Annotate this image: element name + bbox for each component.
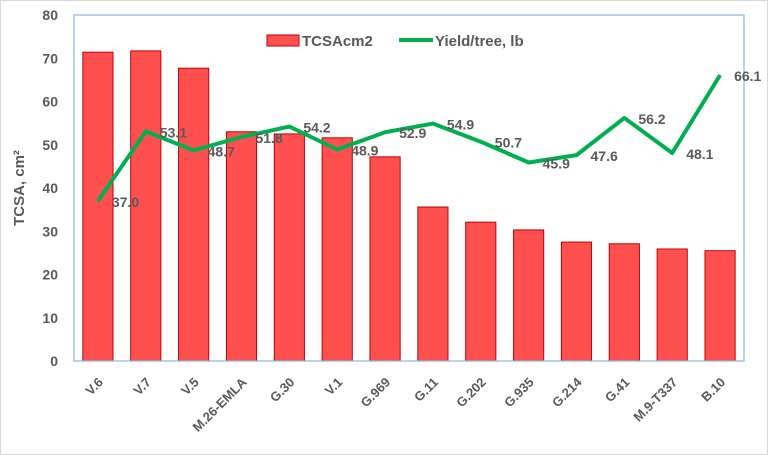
data-label-yield: 53.1 bbox=[160, 124, 187, 140]
legend-label-yield: Yield/tree, lb bbox=[435, 33, 524, 50]
x-tick-label: G.202 bbox=[453, 375, 489, 411]
bar-tcsa bbox=[704, 250, 736, 362]
data-label-yield: 48.7 bbox=[208, 143, 235, 159]
x-tick-label: M.9-T337 bbox=[630, 375, 680, 425]
data-label-yield: 48.9 bbox=[351, 143, 378, 159]
data-label-yield: 48.1 bbox=[686, 146, 713, 162]
x-tick-label: G.969 bbox=[358, 375, 394, 411]
bar-tcsa bbox=[369, 156, 401, 362]
bar-tcsa bbox=[560, 241, 593, 362]
y-tick-label: 40 bbox=[42, 180, 58, 196]
point-yield bbox=[528, 161, 530, 163]
point-yield bbox=[623, 117, 625, 119]
bar-tcsa bbox=[82, 51, 114, 362]
x-tick-label: V.7 bbox=[130, 375, 154, 399]
x-tick-label: G.935 bbox=[501, 375, 537, 411]
data-label-yield: 50.7 bbox=[495, 135, 522, 151]
bar-tcsa bbox=[656, 248, 688, 362]
y-tick-label: 30 bbox=[42, 223, 58, 239]
y-tick-label: 0 bbox=[50, 353, 58, 369]
point-yield bbox=[384, 131, 386, 133]
x-tick-label: G.11 bbox=[411, 375, 441, 405]
point-yield bbox=[336, 149, 338, 151]
legend-label-tcsa: TCSAcm2 bbox=[302, 33, 373, 50]
data-label-yield: 52.9 bbox=[399, 125, 426, 141]
point-yield bbox=[480, 141, 482, 143]
data-label-yield: 47.6 bbox=[591, 148, 618, 164]
bar-tcsa bbox=[417, 206, 449, 362]
point-yield bbox=[145, 130, 147, 132]
bar-tcsa bbox=[225, 131, 258, 362]
plot-area-border bbox=[73, 14, 745, 362]
y-tick-label: 10 bbox=[42, 310, 58, 326]
point-yield bbox=[671, 152, 673, 154]
legend: TCSAcm2 Yield/tree, lb bbox=[266, 33, 524, 50]
bar-tcsa bbox=[178, 67, 210, 362]
bar-tcsa bbox=[273, 133, 305, 362]
bar-tcsa bbox=[513, 229, 545, 362]
data-label-yield: 66.1 bbox=[734, 68, 761, 84]
legend-swatch-tcsa bbox=[266, 34, 300, 47]
y-tick-label: 20 bbox=[42, 267, 58, 283]
x-tick-label: G.41 bbox=[602, 375, 633, 406]
line-yield bbox=[96, 74, 722, 203]
x-tick-label: G.30 bbox=[267, 375, 298, 406]
x-tick-label: V.1 bbox=[322, 375, 346, 399]
x-tick-label: G.214 bbox=[549, 374, 585, 410]
point-yield bbox=[288, 126, 290, 128]
y-tick-label: 70 bbox=[42, 50, 58, 66]
point-yield bbox=[193, 149, 195, 151]
data-label-yield: 54.2 bbox=[303, 120, 330, 136]
point-yield bbox=[97, 200, 99, 202]
bar-tcsa bbox=[321, 137, 353, 362]
point-yield bbox=[576, 154, 577, 156]
data-label-yield: 51.8 bbox=[256, 130, 283, 146]
data-label-yield: 54.9 bbox=[447, 117, 474, 133]
bar-tcsa bbox=[608, 243, 640, 362]
data-label-yield: 37.0 bbox=[112, 194, 139, 210]
y-tick-label: 50 bbox=[42, 137, 58, 153]
point-yield bbox=[241, 136, 242, 138]
x-tick-label: V.6 bbox=[82, 375, 106, 399]
y-tick-label: 80 bbox=[42, 7, 58, 23]
data-label-yield: 56.2 bbox=[638, 111, 665, 127]
bar-tcsa bbox=[465, 221, 497, 362]
point-yield bbox=[432, 123, 434, 125]
y-axis-label: TCSA, cm² bbox=[11, 150, 28, 226]
point-yield bbox=[719, 74, 721, 76]
x-tick-label: B.10 bbox=[698, 375, 728, 405]
y-tick-label: 60 bbox=[42, 94, 58, 110]
data-label-yield: 45.9 bbox=[543, 155, 570, 171]
x-tick-label: V.5 bbox=[178, 375, 202, 399]
